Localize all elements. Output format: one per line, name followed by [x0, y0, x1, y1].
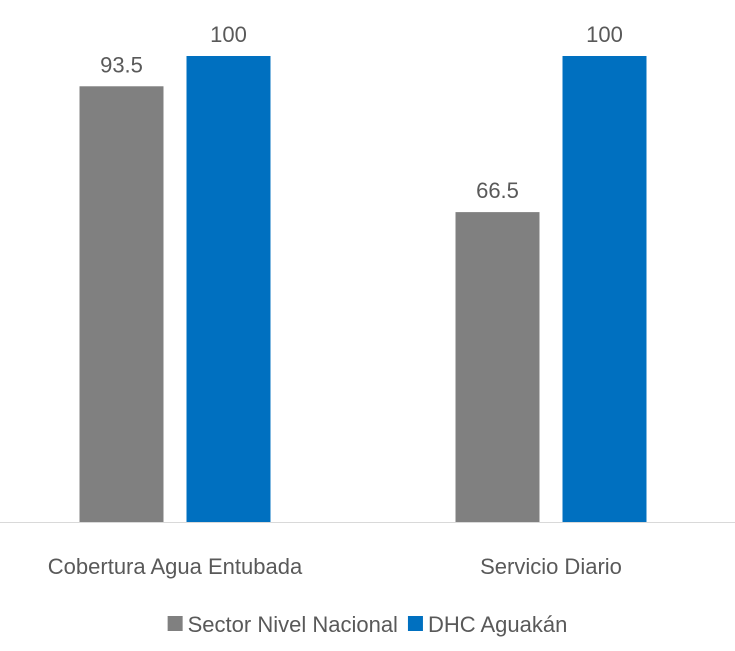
bar	[562, 56, 647, 522]
data-label: 93.5	[100, 52, 143, 77]
legend: Sector Nivel Nacional DHC Aguakán	[167, 612, 567, 637]
data-label: 66.5	[476, 178, 519, 203]
legend-swatch	[167, 616, 183, 631]
bar	[186, 56, 271, 522]
legend-label: DHC Aguakán	[428, 612, 567, 637]
x-tick-label: Servicio Diario	[480, 554, 622, 579]
data-label: 100	[210, 22, 247, 47]
x-tick-label: Cobertura Agua Entubada	[48, 554, 303, 579]
legend-swatch	[407, 616, 423, 631]
data-label: 100	[586, 22, 623, 47]
legend-label: Sector Nivel Nacional	[188, 612, 398, 637]
bar	[455, 212, 540, 523]
bar	[79, 86, 164, 522]
